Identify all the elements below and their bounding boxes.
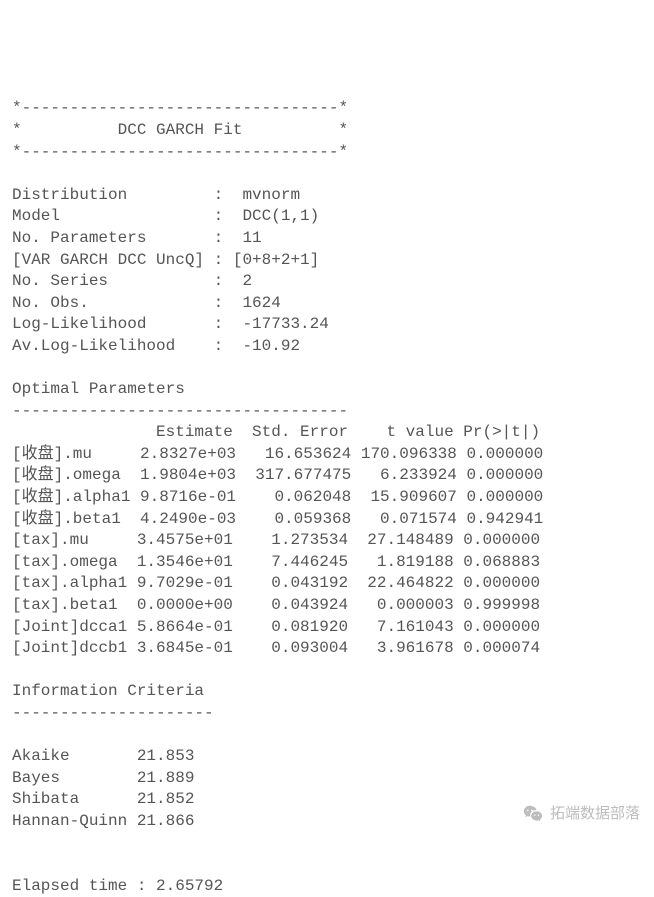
params-row: [tax].mu 3.4575e+01 1.273534 27.148489 0… — [12, 531, 540, 549]
params-row: [Joint]dccb1 3.6845e-01 0.093004 3.96167… — [12, 639, 540, 657]
meta-line: Av.Log-Likelihood : -10.92 — [12, 337, 300, 355]
header-title: * DCC GARCH Fit * — [12, 121, 348, 139]
params-row: [tax].omega 1.3546e+01 7.446245 1.819188… — [12, 553, 540, 571]
params-row: [收盘].beta1 4.2490e-03 0.059368 0.071574 … — [12, 510, 543, 528]
meta-line: [VAR GARCH DCC UncQ] : [0+8+2+1] — [12, 251, 319, 269]
ic-title: Information Criteria — [12, 682, 204, 700]
ic-row: Hannan-Quinn 21.866 — [12, 812, 194, 830]
ic-rule: --------------------- — [12, 704, 214, 722]
meta-line: No. Parameters : 11 — [12, 229, 262, 247]
ic-row: Shibata 21.852 — [12, 790, 194, 808]
header-rule-bottom: *---------------------------------* — [12, 143, 348, 161]
params-head: Estimate Std. Error t value Pr(>|t|) — [12, 423, 540, 441]
header-rule-top: *---------------------------------* — [12, 99, 348, 117]
params-row: [收盘].alpha1 9.8716e-01 0.062048 15.90960… — [12, 488, 543, 506]
wechat-icon — [522, 803, 544, 825]
elapsed-time: Elapsed time : 2.65792 — [12, 877, 223, 895]
ic-row: Bayes 21.889 — [12, 769, 194, 787]
meta-line: No. Series : 2 — [12, 272, 252, 290]
meta-line: Distribution : mvnorm — [12, 186, 300, 204]
params-row: [tax].alpha1 9.7029e-01 0.043192 22.4648… — [12, 574, 540, 592]
meta-line: Log-Likelihood : -17733.24 — [12, 315, 329, 333]
params-row: [Joint]dcca1 5.8664e-01 0.081920 7.16104… — [12, 618, 540, 636]
meta-line: Model : DCC(1,1) — [12, 207, 319, 225]
params-row: [收盘].mu 2.8327e+03 16.653624 170.096338 … — [12, 445, 543, 463]
meta-line: No. Obs. : 1624 — [12, 294, 281, 312]
params-title: Optimal Parameters — [12, 380, 185, 398]
params-row: [收盘].omega 1.9804e+03 317.677475 6.23392… — [12, 466, 543, 484]
watermark-text: 拓端数据部落 — [550, 804, 640, 824]
watermark: 拓端数据部落 — [522, 803, 640, 825]
params-row: [tax].beta1 0.0000e+00 0.043924 0.000003… — [12, 596, 540, 614]
params-rule: ----------------------------------- — [12, 402, 348, 420]
ic-row: Akaike 21.853 — [12, 747, 194, 765]
